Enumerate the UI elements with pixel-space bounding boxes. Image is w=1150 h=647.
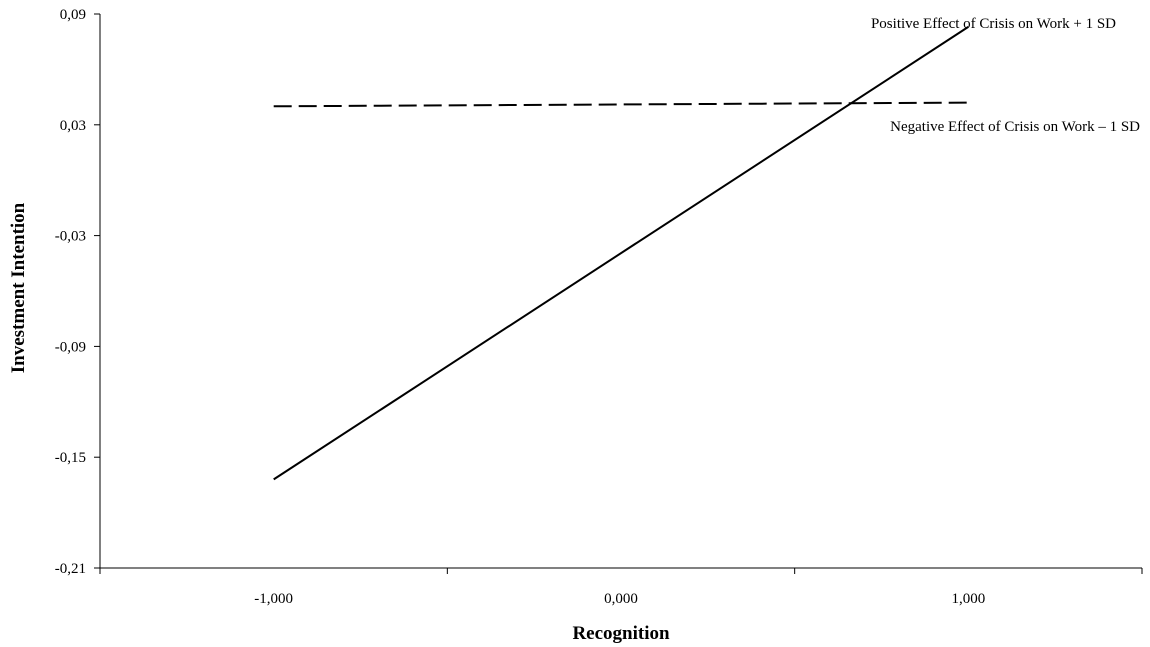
- y-tick-label: -0,03: [55, 229, 86, 245]
- y-tick-label: 0,03: [60, 118, 86, 134]
- axes: [99, 14, 1142, 569]
- y-ticks: 0,09 0,03 -0,03 -0,09 -0,15 -0,21: [55, 7, 100, 577]
- series-label-positive: Positive Effect of Crisis on Work + 1 SD: [871, 16, 1116, 32]
- x-tick-label: 0,000: [604, 591, 638, 607]
- y-tick-label: 0,09: [60, 7, 86, 23]
- series-label-negative: Negative Effect of Crisis on Work – 1 SD: [890, 119, 1140, 135]
- y-tick-label: -0,09: [55, 339, 86, 355]
- y-axis-title: Investment Intention: [8, 202, 29, 373]
- series-line-positive: [273, 26, 969, 481]
- x-tick-label: 1,000: [951, 591, 985, 607]
- y-tick-label: -0,21: [55, 561, 86, 577]
- x-axis-title: Recognition: [572, 623, 670, 644]
- x-tick-label: -1,000: [254, 591, 293, 607]
- y-tick-label: -0,15: [55, 450, 86, 466]
- x-ticks: -1,000 0,000 1,000: [99, 568, 1143, 607]
- series-line-negative: [273, 101, 969, 108]
- series-group: [273, 26, 969, 481]
